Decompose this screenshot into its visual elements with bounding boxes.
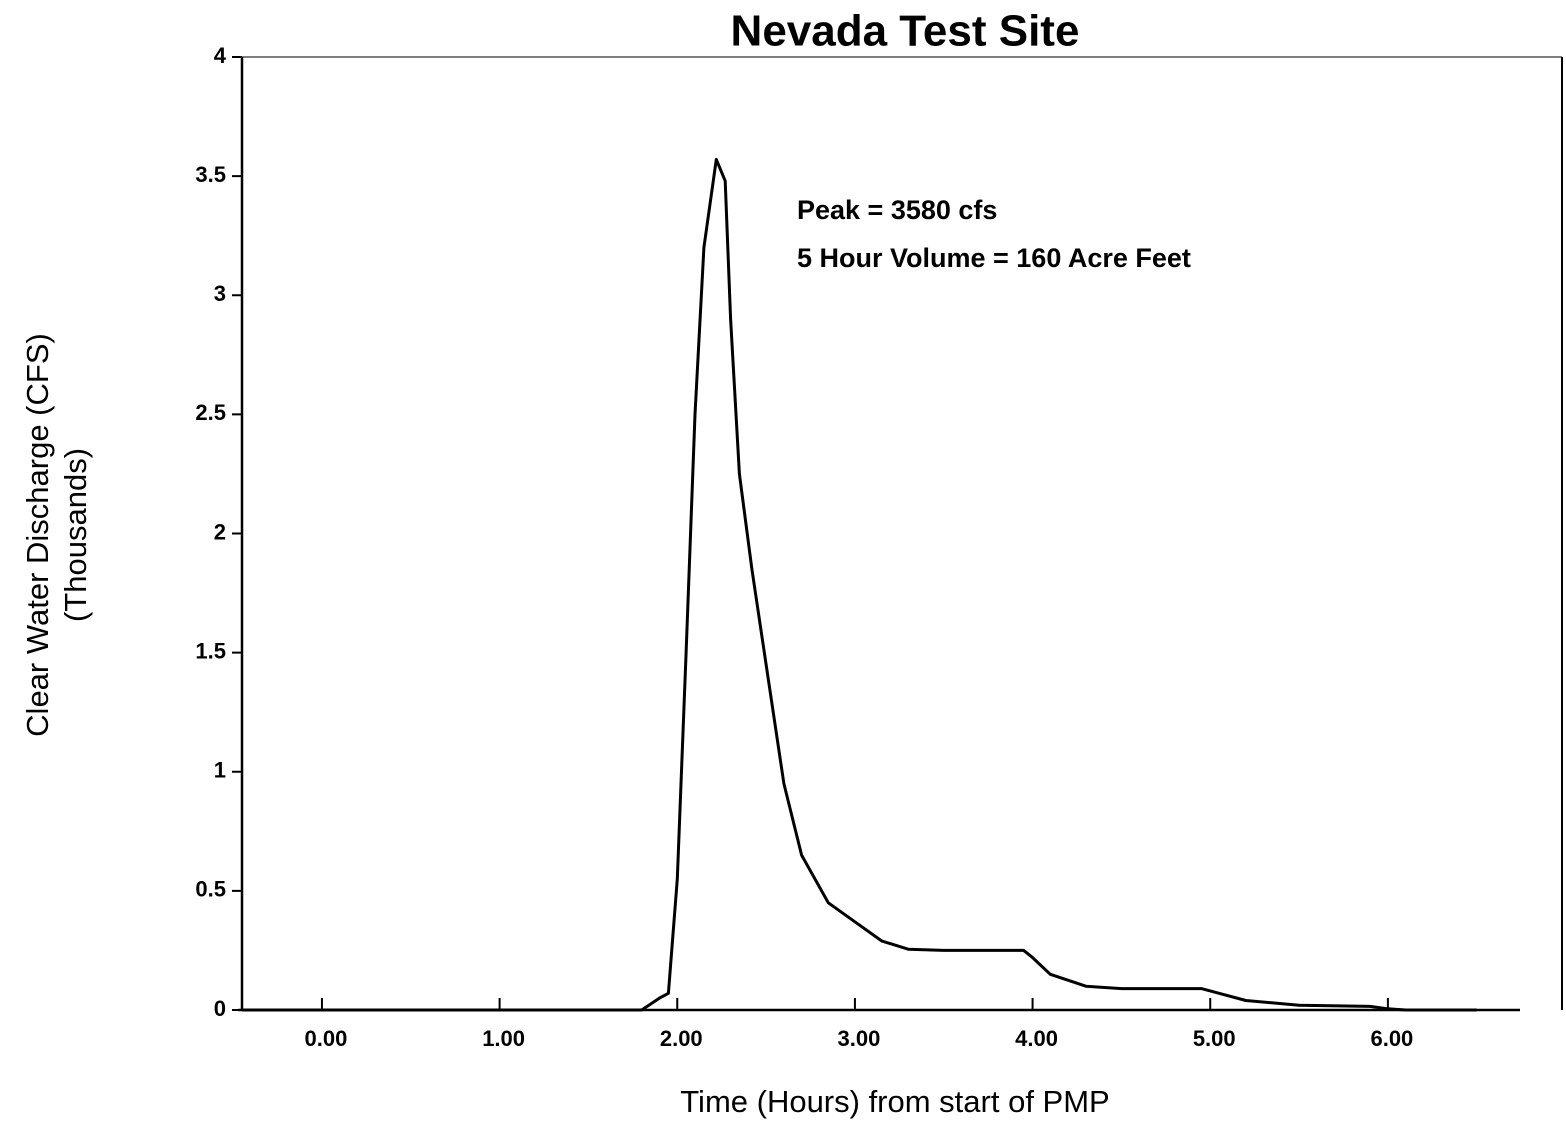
y-tick-label: 2.5 — [195, 400, 226, 425]
y-tick-label: 1 — [214, 758, 226, 783]
annotation: Peak = 3580 cfs — [797, 195, 997, 225]
x-tick-label: 0.00 — [305, 1026, 348, 1051]
chart-title: Nevada Test Site — [731, 7, 1080, 56]
x-tick-label: 1.00 — [482, 1026, 525, 1051]
data-line — [242, 157, 1477, 1012]
y-axis-label: (Thousands) — [58, 448, 93, 622]
y-axis-label: Clear Water Discharge (CFS) — [20, 333, 55, 737]
y-tick-label: 4 — [214, 43, 227, 68]
annotation: 5 Hour Volume = 160 Acre Feet — [797, 243, 1191, 273]
y-tick-label: 1.5 — [195, 638, 226, 663]
y-tick-label: 0.5 — [195, 877, 226, 902]
x-tick-label: 3.00 — [838, 1026, 881, 1051]
x-tick-label: 2.00 — [660, 1026, 703, 1051]
x-tick-label: 6.00 — [1370, 1026, 1413, 1051]
y-tick-label: 0 — [214, 996, 226, 1021]
y-tick-label: 3 — [214, 281, 226, 306]
x-axis-label: Time (Hours) from start of PMP — [680, 1084, 1109, 1119]
x-tick-label: 5.00 — [1193, 1026, 1236, 1051]
x-tick-label: 4.00 — [1015, 1026, 1058, 1051]
y-tick-label: 3.5 — [195, 162, 226, 187]
y-tick-label: 2 — [214, 519, 226, 544]
